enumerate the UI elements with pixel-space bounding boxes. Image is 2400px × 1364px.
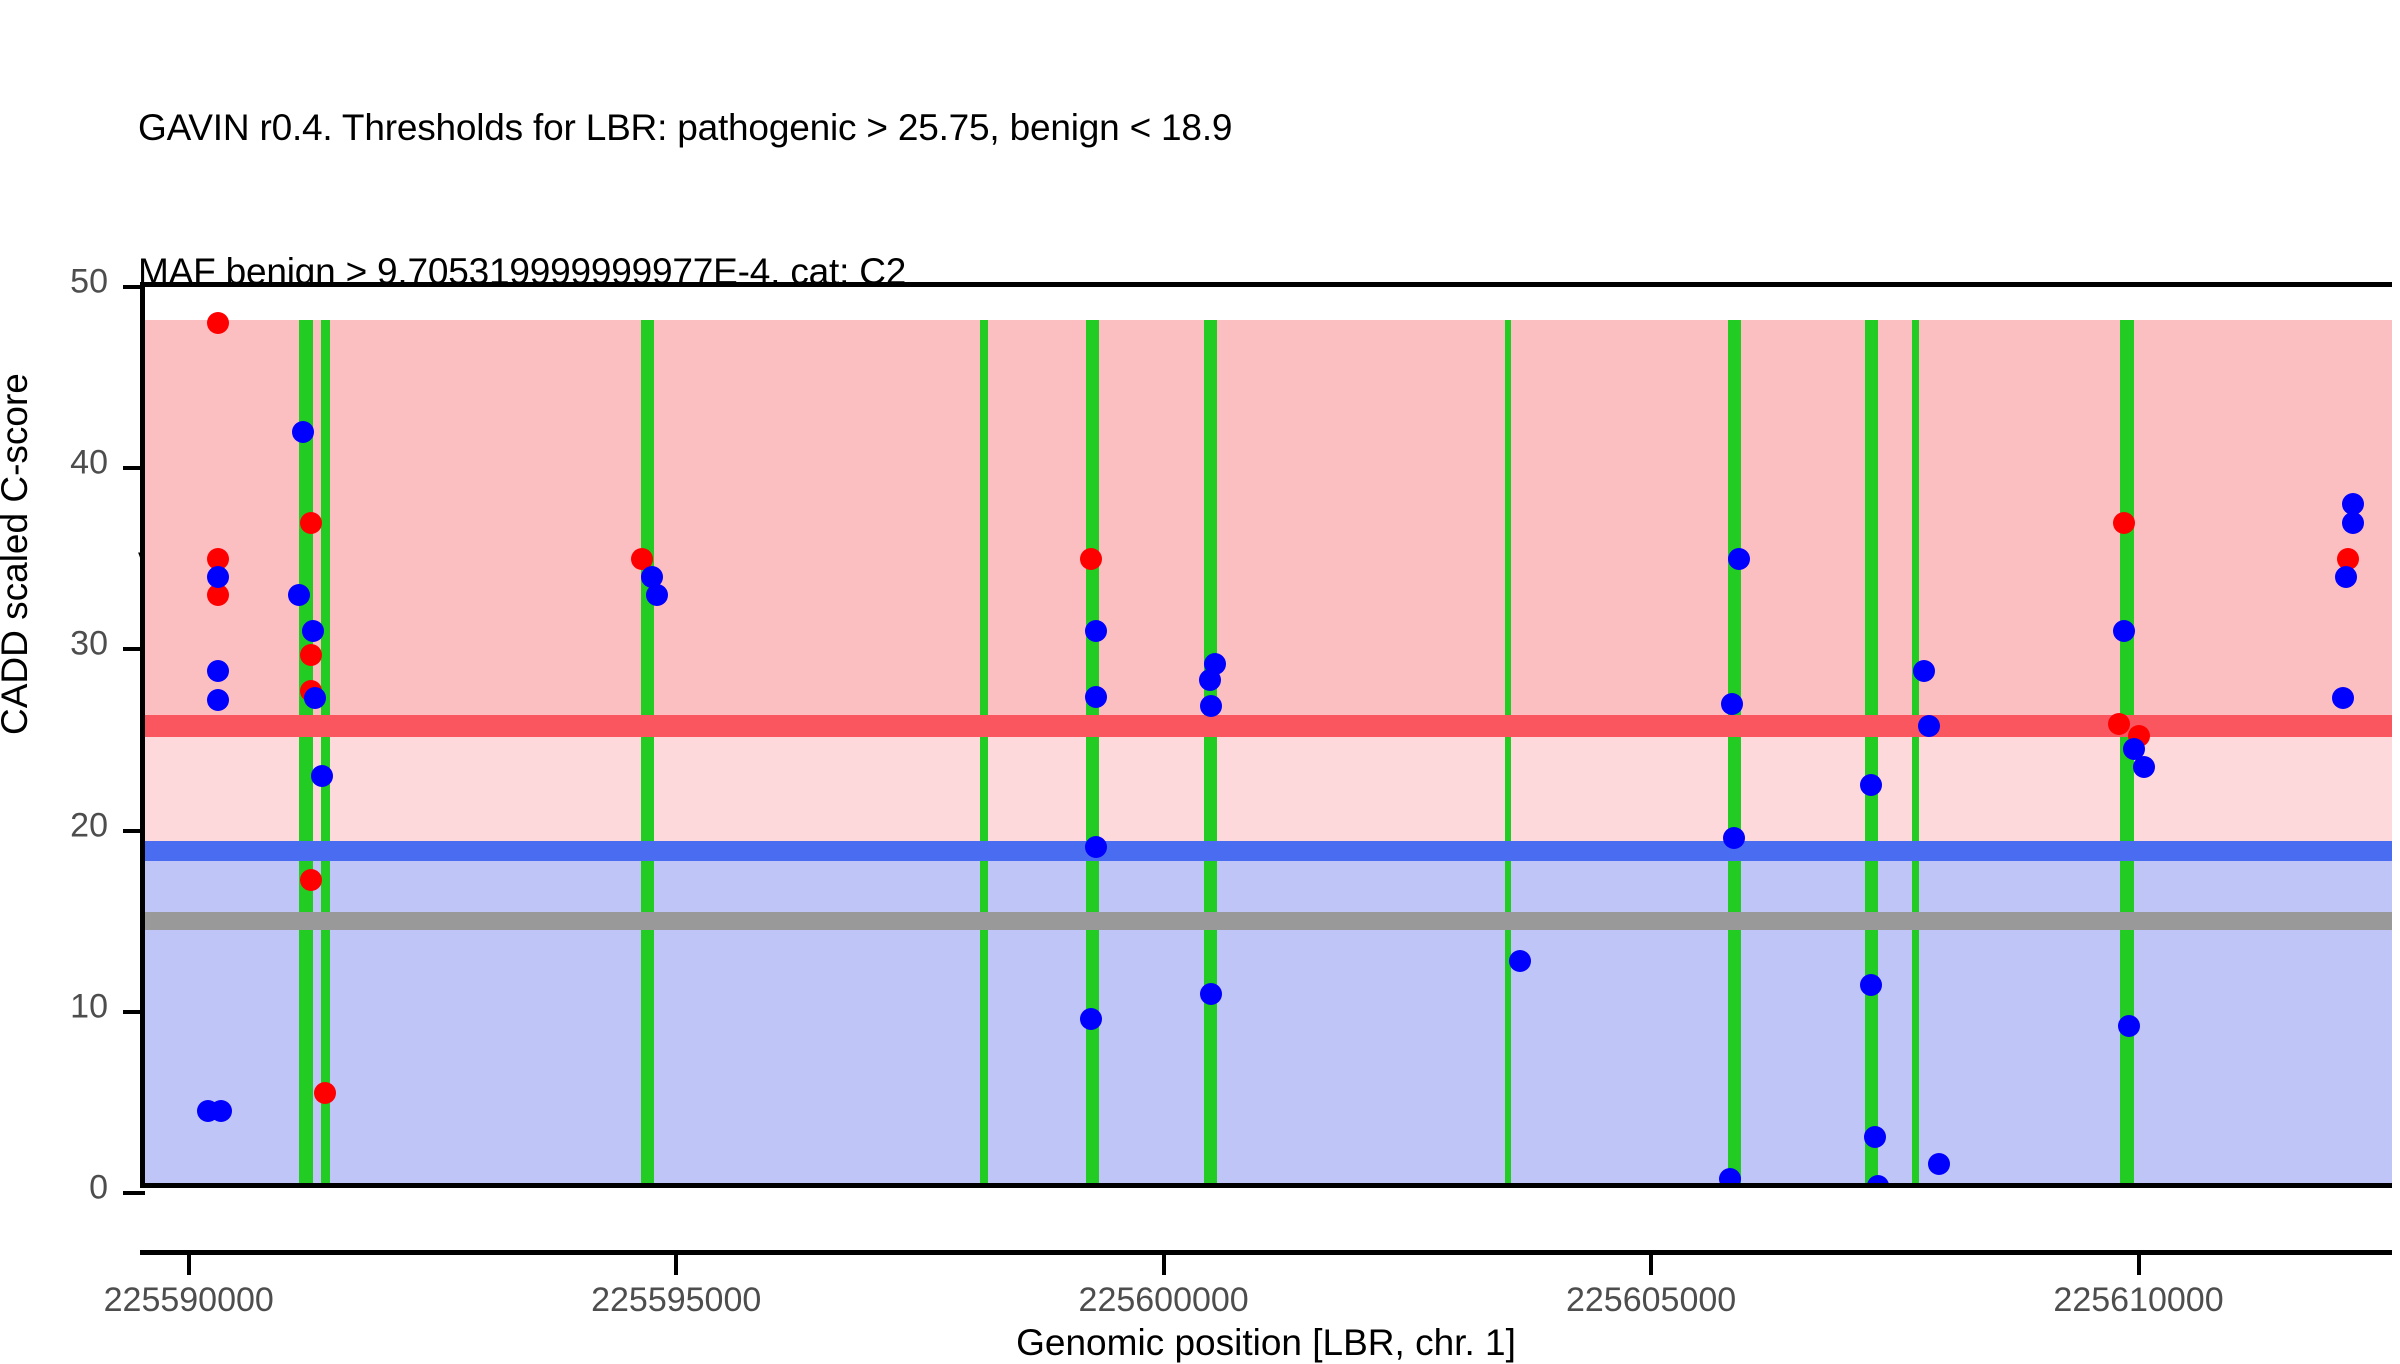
y-tick [123,285,145,289]
data-point [2342,511,2365,534]
data-point [2132,756,2155,779]
x-axis-title: Genomic position [LBR, chr. 1] [1016,1322,1516,1363]
data-point [1727,547,1750,570]
title-line-1: GAVIN r0.4. Thresholds for LBR: pathogen… [138,107,1233,148]
y-axis-title: CADD scaled C-score [0,373,35,735]
data-point [303,687,326,710]
data-point [311,765,334,788]
x-axis-line [140,1250,2392,1255]
exon-bar [1911,319,1920,1183]
exon-bar [641,319,654,1183]
data-point [314,1082,337,1105]
y-tick-label: 40 [70,443,108,482]
data-point [1084,685,1107,708]
data-point [1867,1174,1890,1183]
data-point [1918,714,1941,737]
x-tick-label: 225590000 [103,1281,274,1319]
data-point [1084,620,1107,643]
data-point [1721,692,1744,715]
exon-bar [1728,319,1741,1183]
y-tick [123,1009,145,1014]
x-tick [1649,1255,1654,1275]
data-point [1198,669,1221,692]
data-point [2108,712,2131,735]
data-point [207,584,230,607]
data-point [291,420,314,443]
data-point [301,620,324,643]
data-point [207,312,230,335]
data-point [1913,660,1936,683]
band-pathogenic-region [145,319,2392,727]
data-point [1079,1008,1102,1031]
data-point [2113,620,2136,643]
band-vus-region [145,726,2392,851]
data-point [288,584,311,607]
exon-bar [1864,319,1879,1183]
data-point [2122,738,2145,761]
plot-area [123,282,2392,1195]
exon-bar [1504,319,1511,1183]
data-point [1508,950,1531,973]
data-point [1199,694,1222,717]
exon-bar [321,319,331,1183]
data-point [207,689,230,712]
data-point [2117,1015,2140,1038]
x-tick-label: 225610000 [2053,1281,2224,1319]
y-tick [123,647,145,652]
pathogenic-threshold-line [145,715,2392,738]
exon-bar [299,319,313,1183]
x-tick [674,1255,679,1275]
data-point [1079,547,1102,570]
data-point [1084,835,1107,858]
data-point [299,511,322,534]
data-point [2337,547,2360,570]
plot-canvas [145,287,2392,1183]
exon-bar [1203,319,1218,1183]
data-point [299,643,322,666]
data-point [207,547,230,570]
data-point [210,1100,233,1123]
exon-bar [980,319,989,1183]
band-benign-region [145,850,2392,1183]
y-tick [123,466,145,471]
data-point [1927,1153,1950,1175]
y-tick [123,828,145,833]
data-point [2113,511,2136,534]
y-tick-label: 0 [89,1168,108,1207]
y-tick-label: 10 [70,987,108,1026]
data-point [1859,774,1882,797]
data-point [640,565,663,588]
exon-bar [1085,319,1100,1183]
x-tick [2136,1255,2141,1275]
data-point [2342,493,2365,516]
data-point [207,660,230,683]
y-tick-label: 20 [70,806,108,845]
x-tick-label: 225605000 [1565,1281,1737,1319]
data-point [1719,1167,1742,1183]
data-point [207,565,230,588]
y-tick [123,1191,145,1195]
data-point [1723,826,1746,849]
data-point [645,584,668,607]
data-point [631,547,654,570]
fallback-threshold-line [145,912,2392,931]
data-point [2335,565,2358,588]
data-point [299,868,322,891]
x-tick [186,1255,191,1275]
data-point [1859,973,1882,996]
benign-threshold-line [145,840,2392,861]
x-tick-label: 225595000 [591,1281,762,1319]
data-point [2332,687,2355,710]
y-tick-label: 50 [70,262,108,301]
x-tick-label: 225600000 [1078,1281,1249,1319]
data-point [1199,982,1222,1005]
x-tick [1161,1255,1166,1275]
y-tick-label: 30 [70,624,108,663]
data-point [1864,1125,1887,1148]
